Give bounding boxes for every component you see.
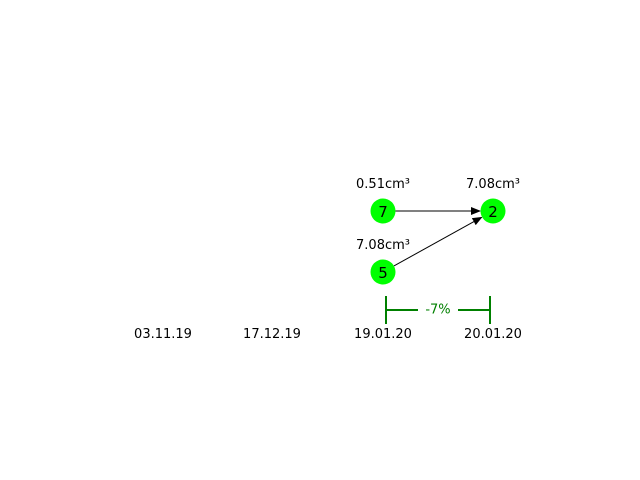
date-label: 03.11.19 <box>134 327 192 342</box>
change-bracket: -7% <box>385 296 491 324</box>
node-7[interactable]: 7 0.51cm³ <box>356 177 410 224</box>
node-2[interactable]: 2 7.08cm³ <box>466 177 520 224</box>
node-id-label: 7 <box>378 203 388 221</box>
nodes: 7 0.51cm³ 2 7.08cm³ 5 7.08cm³ <box>356 177 520 285</box>
node-id-label: 5 <box>378 264 388 282</box>
change-percent-label: -7% <box>425 303 450 318</box>
edges <box>393 207 483 267</box>
edge-5-to-2 <box>393 216 483 267</box>
node-circle <box>480 198 506 224</box>
date-label: 20.01.20 <box>464 327 522 342</box>
node-5[interactable]: 5 7.08cm³ <box>356 238 410 285</box>
node-volume-label: 7.08cm³ <box>356 238 410 253</box>
node-circle <box>370 198 396 224</box>
date-label: 17.12.19 <box>243 327 301 342</box>
node-circle <box>370 259 396 285</box>
node-volume-label: 7.08cm³ <box>466 177 520 192</box>
node-volume-label: 0.51cm³ <box>356 177 410 192</box>
node-id-label: 2 <box>488 203 498 221</box>
timeline-dates: 03.11.19 17.12.19 19.01.20 20.01.20 <box>134 327 522 342</box>
date-label: 19.01.20 <box>354 327 412 342</box>
